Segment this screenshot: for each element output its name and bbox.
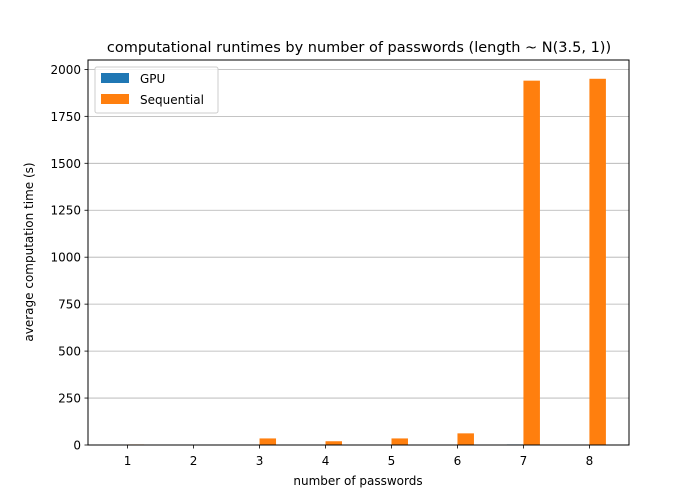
y-tick-label: 2000	[50, 63, 81, 77]
x-axis-ticks: 1 2 3 4 5 6 7 8	[124, 445, 593, 468]
legend-swatch-gpu	[101, 73, 129, 83]
bar-sequential-6	[457, 433, 474, 445]
y-tick-label: 250	[58, 392, 81, 406]
y-axis-ticks: 0 250 500 750 1000 1250 1500 1750 2000	[50, 63, 88, 453]
y-axis-label: average computation time (s)	[22, 162, 36, 341]
bar-sequential-4	[325, 441, 343, 445]
legend-label-gpu: GPU	[140, 72, 165, 86]
legend: GPU Sequential	[94, 66, 219, 114]
x-tick-label: 1	[124, 454, 132, 468]
y-tick-label: 750	[58, 298, 81, 312]
y-tick-label: 1500	[50, 157, 81, 171]
x-axis-label: number of passwords	[293, 474, 422, 488]
bar-sequential-7	[523, 80, 540, 445]
legend-label-sequential: Sequential	[140, 93, 204, 107]
y-tick-label: 1750	[50, 110, 81, 124]
plot-frame	[87, 59, 630, 446]
bar-sequential-5	[391, 438, 408, 445]
x-tick-label: 3	[256, 454, 264, 468]
y-tick-label: 500	[58, 345, 81, 359]
x-tick-label: 4	[322, 454, 330, 468]
x-tick-label: 6	[454, 454, 462, 468]
y-tick-label: 0	[73, 439, 81, 453]
legend-swatch-sequential	[101, 94, 129, 104]
chart-title: computational runtimes by number of pass…	[107, 40, 611, 56]
x-tick-label: 5	[388, 454, 396, 468]
bar-sequential-3	[259, 438, 277, 445]
bar-sequential-8	[589, 78, 606, 445]
x-tick-label: 8	[586, 454, 594, 468]
y-tick-label: 1000	[50, 251, 81, 265]
x-tick-label: 7	[520, 454, 528, 468]
y-tick-label: 1250	[50, 204, 81, 218]
x-tick-label: 2	[190, 454, 198, 468]
